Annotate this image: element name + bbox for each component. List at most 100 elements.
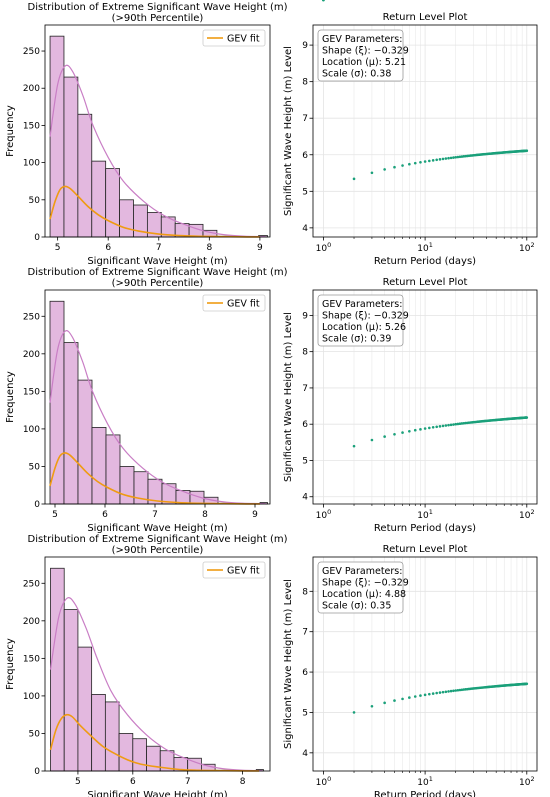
x-axis-label: Significant Wave Height (m) (87, 790, 227, 797)
y-tick-label: 6 (302, 420, 308, 430)
return-level-point (458, 422, 462, 426)
return-level-point (460, 155, 464, 158)
y-tick-label: 8 (302, 348, 308, 358)
x-tick-label: 5 (55, 243, 61, 253)
y-tick-label: 200 (23, 84, 40, 94)
y-axis-label: Frequency (5, 105, 16, 157)
return-level-point (401, 697, 404, 701)
return-level-point (444, 157, 448, 160)
x-axis-label: Significant Wave Height (m) (87, 523, 227, 534)
chart-title: Return Level Plot (383, 12, 468, 23)
y-tick-label: 7 (302, 384, 308, 394)
x-tick-label: 100 (316, 241, 332, 254)
return-level-point (423, 693, 427, 697)
y-tick-label: 5 (302, 708, 308, 718)
return-level-point (370, 171, 374, 175)
y-tick-label: 250 (23, 312, 40, 322)
return-level-point (456, 422, 460, 426)
gev-fit-curve (49, 713, 260, 772)
x-tick-label: 5 (75, 777, 81, 787)
gev-location-label: Location (μ): 5.21 (322, 57, 406, 68)
chart-subtitle: (>90th Percentile) (112, 13, 204, 24)
return-level-point (408, 162, 411, 166)
x-tick-label: 102 (519, 775, 535, 788)
return-level-point (447, 423, 450, 427)
x-tick-label: 102 (519, 508, 535, 521)
y-tick-label: 7 (302, 628, 308, 638)
return-level-point (383, 701, 386, 705)
x-axis-label: Significant Wave Height (m) (87, 256, 227, 267)
return-level-point (370, 704, 374, 708)
legend-label: GEV fit (227, 566, 260, 577)
gev-scale-label: Scale (σ): 0.39 (322, 334, 391, 345)
return-level-point (456, 155, 460, 159)
y-tick-label: 50 (29, 196, 41, 206)
x-tick-label: 9 (252, 510, 258, 520)
return-level-point (456, 688, 460, 692)
y-axis-label: Significant Wave Height (m) Level (283, 312, 294, 482)
y-tick-label: 8 (302, 78, 308, 88)
chart-title: Return Level Plot (383, 544, 468, 555)
x-axis-label: Return Period (days) (374, 790, 476, 797)
return-level-point (393, 432, 396, 436)
return-level-point (419, 161, 422, 164)
return-level-point (423, 427, 427, 430)
return-level-point (452, 156, 455, 159)
y-tick-label: 50 (29, 729, 41, 739)
y-tick-label: 8 (302, 587, 308, 597)
y-tick-label: 9 (302, 311, 308, 321)
gev-parameters-box (317, 561, 404, 614)
y-tick-label: 50 (29, 462, 41, 472)
histogram-bar (91, 427, 107, 505)
y-tick-label: 250 (23, 579, 40, 589)
histogram-bar (63, 609, 79, 772)
return-level-point (452, 423, 455, 426)
return-level-point (449, 423, 453, 427)
y-tick-label: 5 (302, 187, 308, 197)
y-axis-label: Significant Wave Height (m) Level (283, 46, 294, 216)
return-level-point (435, 425, 438, 429)
histogram-bar (118, 733, 134, 772)
y-tick-label: 100 (23, 159, 40, 169)
y-tick-label: 100 (23, 425, 40, 435)
x-tick-label: 8 (240, 777, 246, 787)
y-axis-label: Frequency (5, 371, 16, 423)
return-level-point (435, 691, 438, 695)
chart-title: Distribution of Extreme Significant Wave… (28, 534, 288, 545)
chart-title: Distribution of Extreme Significant Wave… (28, 2, 288, 13)
x-tick-label: 6 (130, 777, 136, 787)
return-level-point (454, 422, 458, 426)
return-level-point (454, 689, 458, 692)
return-level-point (419, 694, 422, 697)
return-level-point (435, 158, 438, 162)
y-tick-label: 250 (23, 47, 40, 57)
histogram-bar (105, 434, 121, 505)
y-tick-label: 9 (302, 41, 308, 51)
return-level-point (413, 428, 417, 432)
y-tick-label: 200 (23, 617, 40, 627)
gev-shape-label: Shape (ξ): −0.329 (322, 578, 409, 589)
legend-box (202, 294, 266, 312)
legend-box (202, 29, 266, 47)
return-level-point (449, 156, 453, 160)
return-level-point (441, 424, 445, 428)
return-level-point (413, 695, 417, 698)
x-tick-label: 8 (202, 510, 208, 520)
y-tick-label: 150 (23, 387, 40, 397)
return-level-point (431, 159, 435, 162)
histogram-bar (119, 466, 135, 505)
return-level-point (352, 177, 356, 181)
x-tick-label: 100 (316, 775, 332, 788)
return-level-point (525, 416, 529, 419)
gev-parameters-header: GEV Parameters: (322, 299, 402, 310)
gev-parameters-header: GEV Parameters: (322, 34, 402, 45)
return-level-point (322, 0, 325, 2)
return-level-point (428, 426, 431, 430)
y-tick-label: 4 (302, 749, 308, 759)
gev-fit-curve (49, 452, 261, 505)
return-level-point (438, 425, 442, 428)
x-tick-label: 102 (519, 241, 535, 254)
